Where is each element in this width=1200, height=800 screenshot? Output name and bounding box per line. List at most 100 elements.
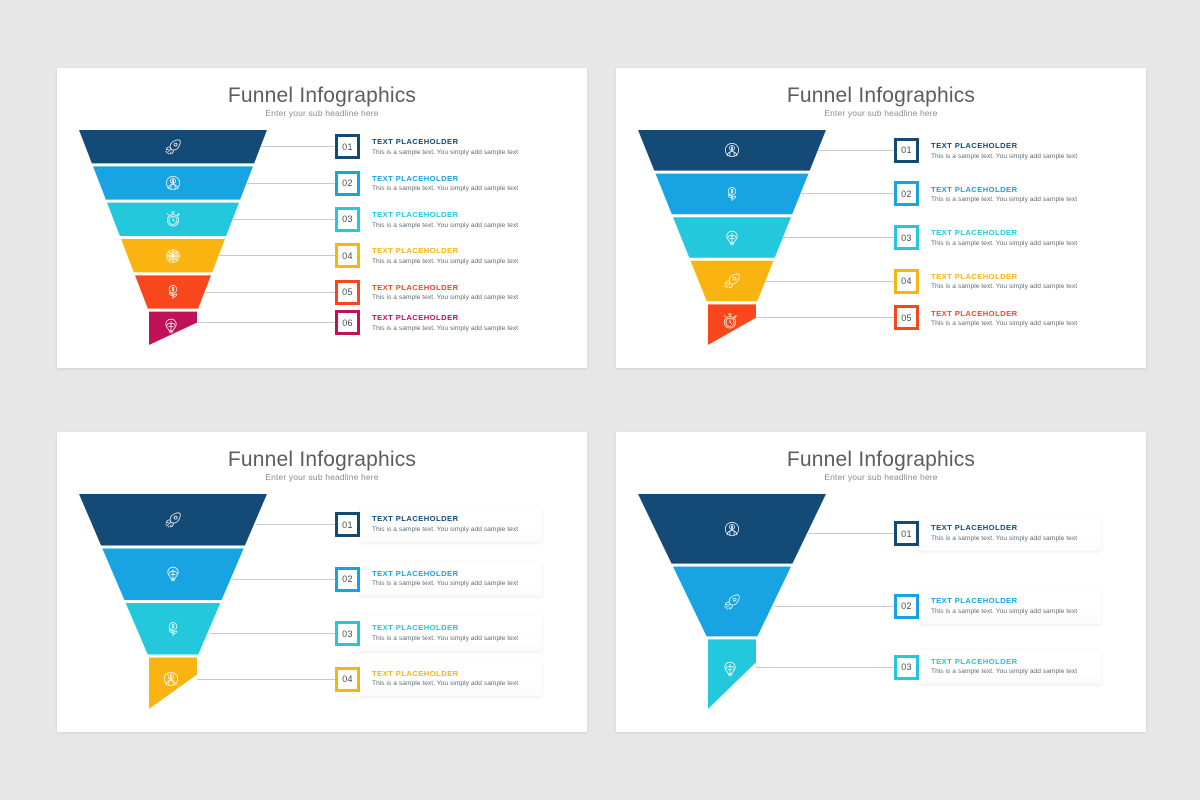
list-item[interactable]: 04 TEXT PLACEHOLDER This is a sample text.… <box>765 268 1091 294</box>
list-item-text: TEXT PLACEHOLDER This is a sample text. Y… <box>919 272 1091 291</box>
slide-funnel-4-step[interactable]: Funnel Infographics Enter your sub headli… <box>57 432 587 732</box>
list-item-body: This is a sample text. You simply add sa… <box>371 634 519 642</box>
connector-line <box>197 322 335 324</box>
list-item-text: TEXT PLACEHOLDER This is a sample text. Y… <box>919 649 1101 685</box>
connector-line <box>774 605 894 607</box>
step-number-badge[interactable]: 01 <box>893 521 919 547</box>
list-item[interactable]: 02 TEXT PLACEHOLDER This is a sample text.… <box>246 170 532 196</box>
step-number-badge[interactable]: 03 <box>334 206 360 232</box>
list-item-heading: TEXT PLACEHOLDER <box>931 656 1018 666</box>
connector-line <box>218 255 335 257</box>
step-number-badge[interactable]: 02 <box>893 593 919 619</box>
connector-line <box>209 633 335 634</box>
list-item[interactable]: 01 TEXT PLACEHOLDER This is a sample text.… <box>255 507 542 542</box>
list-item[interactable]: 03 TEXT PLACEHOLDER This is a sample text.… <box>209 616 542 651</box>
connector-line <box>756 666 894 668</box>
list-item-text: TEXT PLACEHOLDER This is a sample text. Y… <box>919 228 1091 247</box>
list-item-heading: TEXT PLACEHOLDER <box>372 668 459 678</box>
list-item-body: This is a sample text. You simply add sa… <box>371 294 519 302</box>
legend-list: 01 TEXT PLACEHOLDER This is a sample text.… <box>57 68 587 368</box>
step-number-badge[interactable]: 05 <box>334 279 360 305</box>
step-number-badge[interactable]: 03 <box>894 654 919 680</box>
list-item-text: TEXT PLACEHOLDER This is a sample text. Y… <box>918 589 1101 624</box>
step-number-badge[interactable]: 01 <box>334 134 360 160</box>
step-number-badge[interactable]: 02 <box>334 566 360 592</box>
list-item-body: This is a sample text. You simply add sa… <box>930 239 1078 247</box>
list-item-body: This is a sample text. You simply add sa… <box>371 185 519 193</box>
connector-line <box>809 533 894 535</box>
list-item[interactable]: 04 TEXT PLACEHOLDER This is a sample text.… <box>197 661 542 697</box>
step-number-badge[interactable]: 04 <box>334 243 360 269</box>
step-number-badge[interactable]: 04 <box>335 666 360 692</box>
list-item-text: TEXT PLACEHOLDER This is a sample text. Y… <box>919 141 1091 160</box>
list-item[interactable]: 02 TEXT PLACEHOLDER This is a sample text.… <box>800 181 1091 207</box>
list-item-body: This is a sample text. You simply add sa… <box>372 680 519 688</box>
list-item-heading: TEXT PLACEHOLDER <box>371 514 459 524</box>
connector-line <box>232 578 335 580</box>
list-item-text: TEXT PLACEHOLDER This is a sample text. Y… <box>360 661 542 697</box>
list-item-heading: TEXT PLACEHOLDER <box>371 568 459 578</box>
connector-line <box>756 317 894 319</box>
step-number-badge[interactable]: 03 <box>334 621 360 646</box>
list-item-body: This is a sample text. You simply add sa… <box>372 324 519 332</box>
list-item-text: TEXT PLACEHOLDER This is a sample text. Y… <box>919 185 1091 204</box>
list-item[interactable]: 05 TEXT PLACEHOLDER This is a sample text.… <box>204 279 532 305</box>
list-item-heading: TEXT PLACEHOLDER <box>930 271 1018 281</box>
step-number-badge[interactable]: 05 <box>894 305 919 331</box>
list-item[interactable]: 02 TEXT PLACEHOLDER This is a sample text.… <box>232 561 542 597</box>
connector-line <box>232 218 335 220</box>
list-item[interactable]: 03 TEXT PLACEHOLDER This is a sample text.… <box>232 206 532 232</box>
step-number-badge[interactable]: 04 <box>893 268 919 294</box>
list-item-text: TEXT PLACEHOLDER This is a sample text. Y… <box>360 283 532 302</box>
list-item-heading: TEXT PLACEHOLDER <box>371 623 459 633</box>
list-item[interactable]: 03 TEXT PLACEHOLDER This is a sample text.… <box>756 649 1101 685</box>
list-item-heading: TEXT PLACEHOLDER <box>372 313 459 323</box>
legend-list: 01 TEXT PLACEHOLDER This is a sample text.… <box>616 432 1146 732</box>
step-number-badge[interactable]: 01 <box>334 512 360 537</box>
connector-line <box>765 280 894 282</box>
page-subtitle: Enter your sub headline here <box>265 472 379 482</box>
list-item-heading: TEXT PLACEHOLDER <box>931 308 1018 318</box>
connector-line <box>782 237 894 238</box>
funnel-graphic <box>630 130 880 362</box>
slide-funnel-6-step[interactable]: Funnel Infographics Enter your sub headli… <box>57 68 587 368</box>
list-item[interactable]: 01 TEXT PLACEHOLDER This is a sample text.… <box>809 516 1101 551</box>
legend-list: 01 TEXT PLACEHOLDER This is a sample text.… <box>57 432 587 732</box>
page-title: Funnel Infographics <box>786 448 976 471</box>
list-item-body: This is a sample text. You simply add sa… <box>930 152 1078 160</box>
list-item-heading: TEXT PLACEHOLDER <box>371 173 459 183</box>
step-number-badge[interactable]: 01 <box>893 137 919 163</box>
connector-line <box>255 524 335 525</box>
list-item-text: TEXT PLACEHOLDER This is a sample text. Y… <box>360 313 532 332</box>
step-number-badge[interactable]: 06 <box>335 310 360 336</box>
slide-funnel-5-step[interactable]: Funnel Infographics Enter your sub headli… <box>616 68 1146 368</box>
list-item[interactable]: 06 TEXT PLACEHOLDER This is a sample text.… <box>197 310 532 336</box>
list-item-heading: TEXT PLACEHOLDER <box>930 523 1018 533</box>
page-title: Funnel Infographics <box>227 84 417 107</box>
list-item-text: TEXT PLACEHOLDER This is a sample text. Y… <box>360 210 532 229</box>
connector-line <box>260 146 335 148</box>
list-item-body: This is a sample text. You simply add sa… <box>371 580 519 588</box>
list-item[interactable]: 04 TEXT PLACEHOLDER This is a sample text.… <box>218 243 532 269</box>
step-number-badge[interactable]: 02 <box>334 170 360 196</box>
list-item-body: This is a sample text. You simply add sa… <box>930 607 1078 615</box>
step-number-badge[interactable]: 03 <box>893 225 919 250</box>
list-item-text: TEXT PLACEHOLDER This is a sample text. Y… <box>919 309 1091 328</box>
list-item-heading: TEXT PLACEHOLDER <box>371 137 459 147</box>
list-item[interactable]: 05 TEXT PLACEHOLDER This is a sample text.… <box>756 305 1091 331</box>
list-item-heading: TEXT PLACEHOLDER <box>930 596 1018 605</box>
list-item[interactable]: 01 TEXT PLACEHOLDER This is a sample text.… <box>817 137 1091 163</box>
list-item-text: TEXT PLACEHOLDER This is a sample text. Y… <box>359 561 542 597</box>
list-item[interactable]: 03 TEXT PLACEHOLDER This is a sample text.… <box>782 225 1091 250</box>
list-item[interactable]: 01 TEXT PLACEHOLDER This is a sample text.… <box>260 134 532 160</box>
list-item-text: TEXT PLACEHOLDER This is a sample text. Y… <box>360 137 532 156</box>
list-item-body: This is a sample text. You simply add sa… <box>371 525 519 533</box>
connector-line <box>817 149 894 151</box>
list-item-text: TEXT PLACEHOLDER This is a sample text. Y… <box>359 507 542 542</box>
list-item-heading: TEXT PLACEHOLDER <box>371 246 459 256</box>
list-item[interactable]: 02 TEXT PLACEHOLDER This is a sample text.… <box>774 589 1101 624</box>
step-number-badge[interactable]: 02 <box>893 181 919 207</box>
slide-funnel-3-step[interactable]: Funnel Infographics Enter your sub headli… <box>616 432 1146 732</box>
legend-list: 01 TEXT PLACEHOLDER This is a sample text.… <box>616 68 1146 368</box>
list-item-body: This is a sample text. You simply add sa… <box>930 283 1078 291</box>
